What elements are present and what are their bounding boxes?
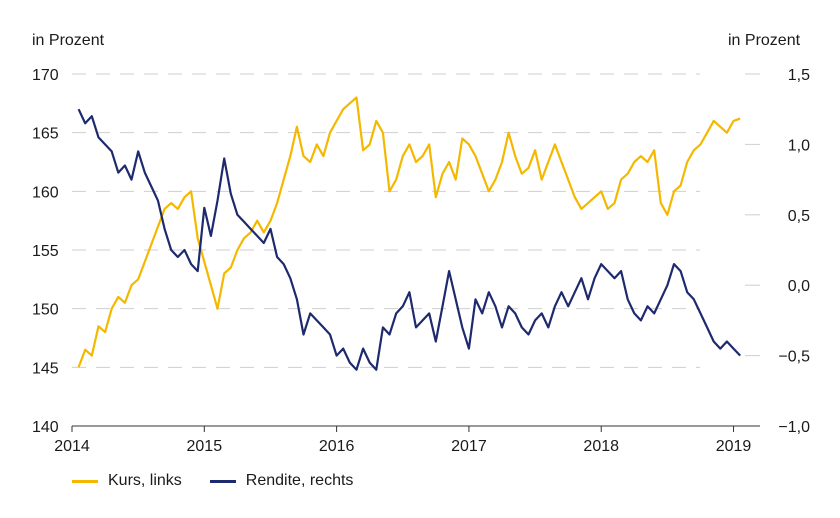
right-tick-label: −0,5 — [778, 349, 810, 366]
series-line-kurs — [77, 96, 741, 368]
legend-label-kurs: Kurs, links — [108, 472, 182, 489]
left-tick-label: 160 — [32, 184, 59, 201]
left-axis-unit-label: in Prozent — [32, 32, 105, 49]
right-axis-ticks: −1,0 −0,5 0,0 0,5 1,0 1,5 — [745, 67, 810, 436]
left-tick-label: 165 — [32, 126, 59, 143]
x-axis-ticks: 2014 2015 2016 2017 2018 2019 — [54, 426, 751, 455]
legend-item-kurs: Kurs, links — [72, 472, 182, 490]
left-tick-label: 140 — [32, 419, 59, 436]
legend-swatch-rendite — [209, 479, 236, 483]
x-tick-label: 2018 — [583, 438, 619, 455]
right-axis-unit-label: in Prozent — [728, 32, 801, 49]
left-tick-label: 155 — [32, 243, 59, 260]
legend: Kurs, links Rendite, rechts — [72, 472, 381, 490]
left-tick-label: 145 — [32, 360, 59, 377]
x-tick-label: 2019 — [716, 438, 752, 455]
right-tick-label: 1,0 — [788, 137, 810, 154]
right-tick-label: 0,0 — [788, 278, 810, 295]
left-tick-label: 170 — [32, 67, 59, 84]
right-tick-label: 0,5 — [788, 208, 810, 225]
legend-item-rendite: Rendite, rechts — [209, 472, 354, 490]
x-tick-label: 2014 — [54, 438, 90, 455]
legend-swatch-kurs — [72, 479, 98, 483]
x-tick-label: 2015 — [187, 438, 223, 455]
series-lines — [77, 96, 741, 371]
left-tick-label: 150 — [32, 302, 59, 319]
x-tick-label: 2017 — [451, 438, 487, 455]
left-axis-ticks: 140 145 150 155 160 165 170 — [32, 67, 59, 436]
right-tick-label: 1,5 — [788, 67, 810, 84]
right-tick-label: −1,0 — [778, 419, 810, 436]
x-tick-label: 2016 — [319, 438, 355, 455]
series-line-rendite — [77, 108, 741, 371]
gridlines — [72, 73, 700, 368]
legend-label-rendite: Rendite, rechts — [245, 472, 354, 489]
